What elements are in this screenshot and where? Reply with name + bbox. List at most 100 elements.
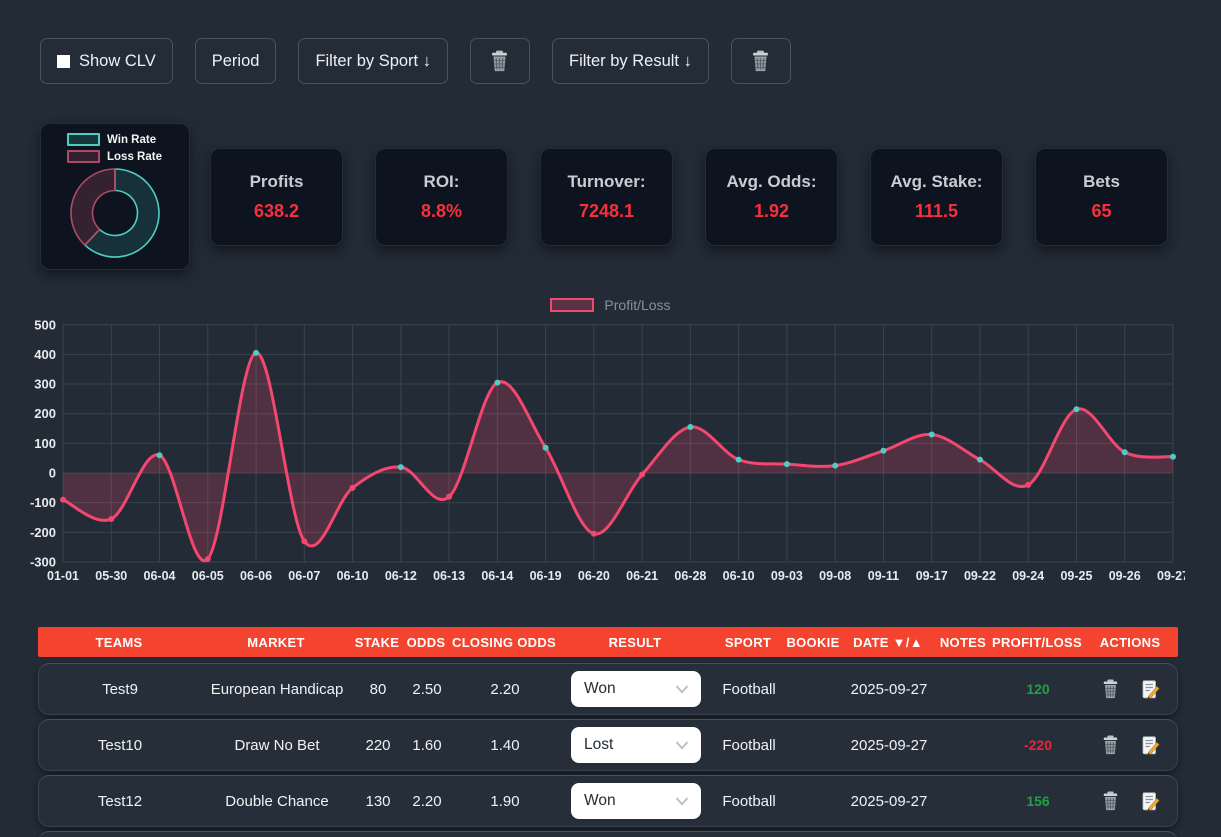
teams-cell: Test12	[97, 792, 143, 810]
period-label: Period	[211, 51, 260, 70]
edit-note-icon	[1142, 791, 1160, 811]
stat-title: Avg. Stake:	[890, 172, 983, 191]
donut-segment[interactable]	[83, 168, 160, 258]
y-tick-label: 100	[34, 436, 56, 451]
x-tick-label: 06-10	[337, 569, 369, 583]
data-point[interactable]	[156, 452, 163, 459]
stat-value: 8.8%	[420, 201, 463, 221]
clear-result-filter-button[interactable]	[730, 38, 791, 84]
col-header-notes: NOTES	[939, 634, 987, 650]
x-tick-label: 01-01	[47, 569, 79, 583]
data-point[interactable]	[397, 464, 404, 471]
profit-loss-cell: 120	[1026, 681, 1050, 697]
data-point[interactable]	[783, 461, 790, 468]
y-tick-label: 500	[34, 317, 56, 332]
data-point[interactable]	[687, 424, 694, 431]
delete-bet-button[interactable]	[1102, 791, 1119, 811]
data-point[interactable]	[494, 379, 501, 386]
stake-cell: 130	[365, 792, 391, 810]
data-point[interactable]	[253, 349, 260, 356]
stat-card-avg-odds: Avg. Odds: 1.92	[705, 148, 838, 246]
win-loss-donut-chart	[70, 168, 160, 258]
profit-loss-swatch-icon	[550, 298, 595, 312]
filter-sport-label: Filter by Sport ↓	[315, 51, 431, 70]
data-point[interactable]	[832, 462, 839, 469]
delete-bet-button[interactable]	[1102, 679, 1119, 699]
x-tick-label: 06-13	[433, 569, 465, 583]
period-button[interactable]: Period	[194, 38, 277, 84]
x-tick-label: 09-25	[1060, 569, 1092, 583]
edit-note-button[interactable]	[1141, 735, 1160, 755]
data-point[interactable]	[639, 471, 646, 478]
col-header-profit-loss: PROFIT/LOSS	[992, 634, 1082, 650]
data-point[interactable]	[590, 530, 597, 537]
delete-bet-button[interactable]	[1102, 735, 1119, 755]
profit-loss-cell: 156	[1026, 793, 1050, 809]
x-tick-label: 09-08	[819, 569, 851, 583]
filter-by-sport-dropdown[interactable]: Filter by Sport ↓	[298, 38, 448, 84]
data-point[interactable]	[446, 493, 453, 500]
col-header-bookie: BOOKIE	[786, 634, 840, 650]
stat-cards: Profits 638.2 ROI: 8.8% Turnover: 7248.1 Av…	[210, 148, 1168, 246]
x-tick-label: 06-06	[240, 569, 272, 583]
stat-title: Profits	[249, 172, 304, 191]
x-tick-label: 06-28	[674, 569, 706, 583]
odds-cell: 2.50	[412, 680, 442, 698]
chart-legend[interactable]: Profit/Loss	[0, 296, 1221, 314]
data-point[interactable]	[928, 431, 935, 438]
edit-note-icon	[1142, 735, 1160, 755]
sport-cell: Football	[722, 792, 776, 810]
result-select[interactable]: Won	[571, 671, 701, 707]
result-select[interactable]: Won	[571, 783, 701, 819]
data-point[interactable]	[976, 456, 983, 463]
data-point[interactable]	[204, 555, 211, 562]
chevron-down-icon	[675, 796, 689, 806]
x-tick-label: 06-10	[723, 569, 755, 583]
y-tick-label: 200	[34, 406, 56, 421]
result-select[interactable]: Lost	[571, 727, 701, 763]
data-point[interactable]	[1121, 449, 1128, 456]
edit-note-button[interactable]	[1141, 679, 1160, 699]
y-tick-label: -200	[30, 525, 56, 540]
stat-value: 7248.1	[578, 201, 635, 221]
closing-odds-cell: 2.20	[490, 680, 520, 698]
data-point[interactable]	[880, 447, 887, 454]
teams-cell: Test10	[97, 736, 143, 754]
chevron-down-icon	[675, 740, 689, 750]
result-cell: Won	[559, 671, 713, 707]
stat-value: 65	[1091, 201, 1112, 221]
trash-icon	[1103, 791, 1118, 811]
x-tick-label: 09-22	[964, 569, 996, 583]
col-header-result: RESULT	[608, 634, 662, 650]
data-point[interactable]	[735, 456, 742, 463]
col-header-date[interactable]: DATE ▼/▲	[853, 634, 923, 650]
data-point[interactable]	[301, 538, 308, 545]
clear-sport-filter-button[interactable]	[469, 38, 530, 84]
stats-row: Win Rate Loss Rate Profits 638.2 ROI: 8.8…	[40, 123, 1168, 270]
filter-by-result-dropdown[interactable]: Filter by Result ↓	[551, 38, 709, 84]
show-clv-toggle[interactable]: Show CLV	[40, 38, 173, 84]
x-tick-label: 06-19	[530, 569, 562, 583]
y-tick-label: -300	[30, 554, 56, 569]
donut-segment[interactable]	[70, 168, 116, 247]
x-tick-label: 06-04	[144, 569, 176, 583]
data-point[interactable]	[1170, 453, 1176, 460]
result-value: Lost	[584, 736, 614, 753]
data-point[interactable]	[542, 444, 549, 451]
show-clv-label: Show CLV	[79, 51, 156, 70]
profit-loss-chart-section: Profit/Loss 500 400 300 200 100 0 -100 -200 -300…	[0, 296, 1221, 589]
result-value: Won	[584, 680, 616, 697]
x-tick-label: 06-21	[626, 569, 658, 583]
actions-cell	[1083, 735, 1179, 755]
data-point[interactable]	[108, 515, 115, 522]
data-point[interactable]	[1025, 481, 1032, 488]
data-point[interactable]	[1073, 406, 1080, 413]
edit-note-button[interactable]	[1141, 791, 1160, 811]
win-loss-rate-card: Win Rate Loss Rate	[40, 123, 190, 270]
bet-row-test12: Test12 Double Chance 130 2.20 1.90 Won F…	[38, 775, 1178, 827]
data-point[interactable]	[60, 496, 66, 503]
clv-checkbox-icon[interactable]	[57, 54, 70, 68]
stat-title: ROI:	[423, 172, 460, 191]
data-point[interactable]	[349, 484, 356, 491]
